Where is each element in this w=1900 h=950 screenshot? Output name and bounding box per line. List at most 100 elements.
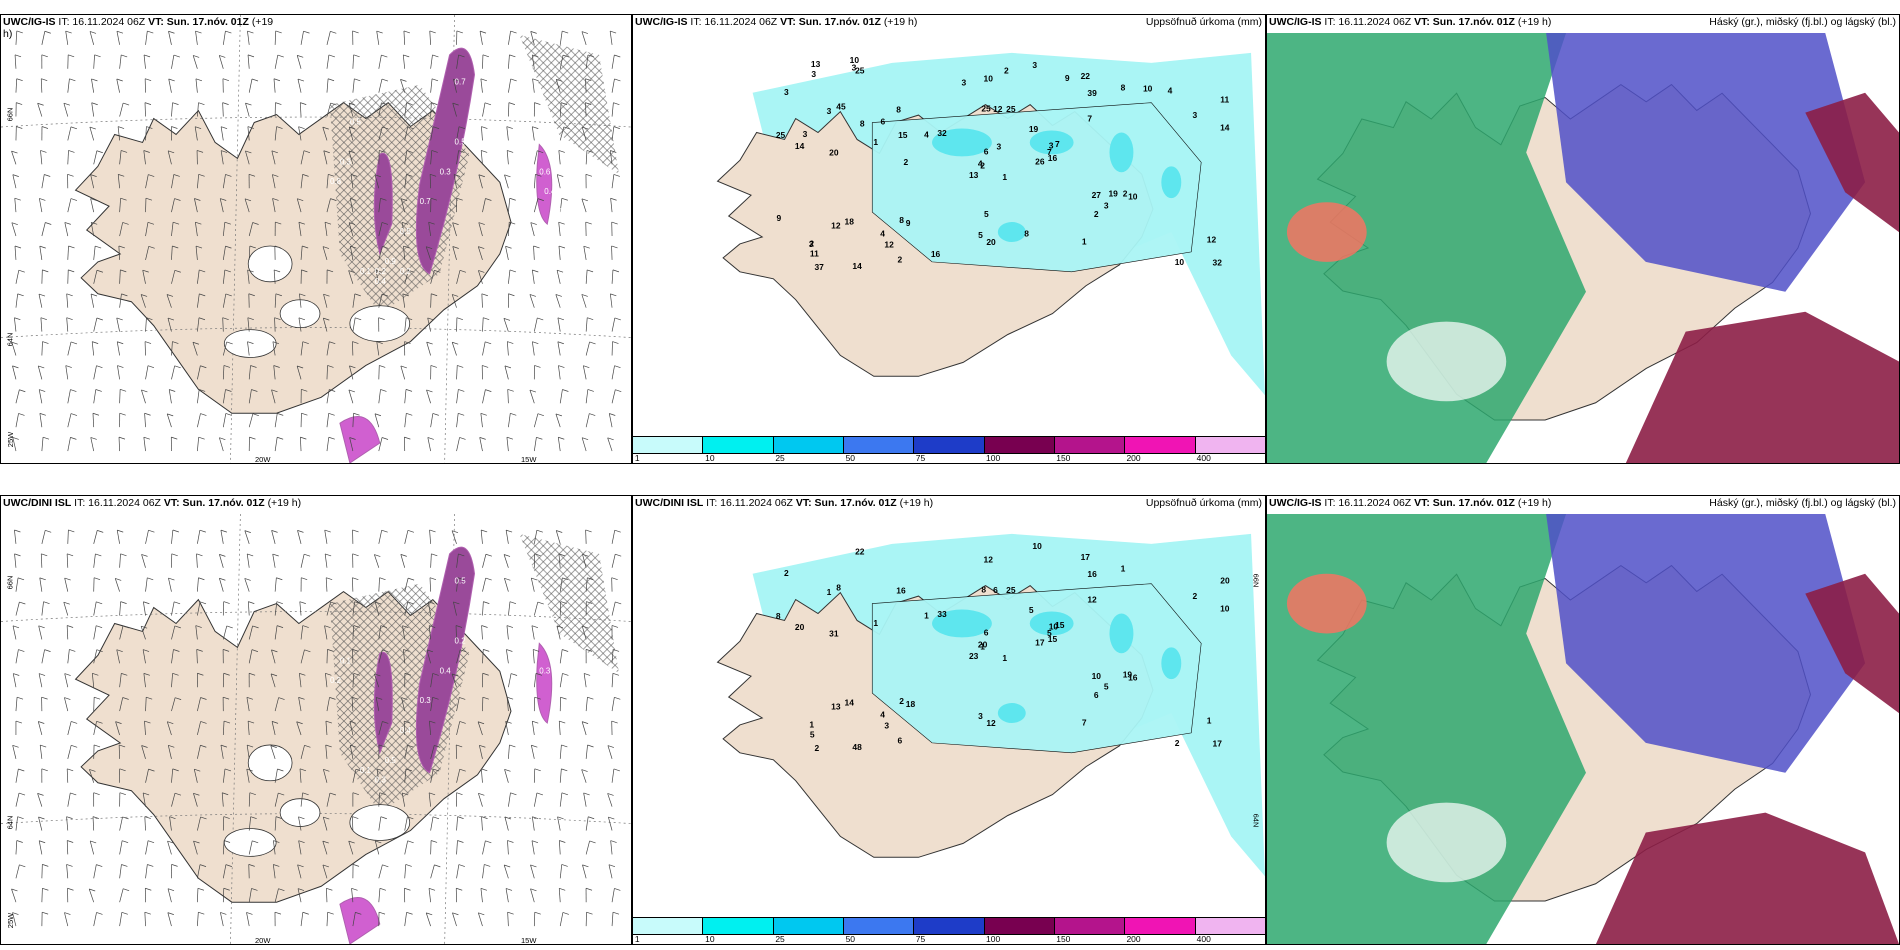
wind-barb: [15, 78, 18, 93]
precip-value: 6: [880, 117, 885, 127]
legend-tick: 200: [1126, 453, 1141, 463]
wind-barb: [530, 888, 535, 903]
wind-barb: [530, 577, 535, 592]
wind-barb: [508, 601, 511, 616]
wind-barb: [349, 365, 354, 380]
wind-barb: [63, 103, 69, 117]
wind-barb: [166, 721, 172, 736]
wind-barb: [171, 768, 174, 783]
wind-barb: [14, 317, 17, 332]
precip-value: 10: [1092, 671, 1102, 681]
wind-barb: [300, 554, 305, 568]
wind-barb: [248, 78, 253, 93]
wind-barb: [608, 864, 613, 879]
wind-barb: [404, 317, 407, 332]
wind-barb: [322, 864, 328, 879]
wind-barb: [66, 840, 69, 855]
precip-value: 7: [1047, 147, 1052, 157]
wind-barb: [65, 31, 69, 45]
wind-barb: [325, 721, 328, 735]
wind-barb: [611, 554, 616, 568]
wind-barb: [482, 198, 486, 213]
wind-barb: [582, 365, 587, 380]
wind-barb: [299, 768, 302, 783]
wind-barb: [352, 293, 356, 308]
wind-barb: [197, 601, 201, 616]
wind-barb: [93, 553, 96, 568]
precip-value: 14: [795, 141, 805, 151]
precip-value: 25: [1006, 585, 1016, 595]
wind-barb: [456, 816, 458, 831]
field-title: Háský (gr.), miðský (fj.bl.) og lágský (…: [1709, 16, 1896, 28]
icing-contour-label: 0.1: [340, 656, 352, 665]
wind-barb: [244, 530, 250, 544]
wind-barb: [64, 912, 69, 927]
icing-contour-label: 0.3: [420, 696, 432, 705]
wind-barb: [246, 912, 250, 927]
wind-barb: [300, 649, 305, 664]
precip-value: 1: [1082, 237, 1087, 247]
wind-barb: [246, 697, 250, 712]
wind-barb: [119, 840, 123, 855]
precip-value: 1: [1002, 653, 1007, 663]
wind-ice-map[interactable]: 0.5 0.1 0.2 0.4 0.3 0.4 0.5 0.3 0.1 0.1 0.2 0.3: [1, 514, 631, 944]
wind-barb: [404, 912, 407, 927]
wind-barb: [272, 341, 276, 356]
cloud-map[interactable]: [1267, 514, 1899, 944]
wind-barb: [222, 102, 224, 117]
wind-barb: [348, 841, 354, 855]
icing-contour-label: 0.1: [559, 207, 571, 216]
icing-band: [339, 416, 381, 463]
wind-barb: [404, 601, 409, 616]
cloud-map[interactable]: [1267, 33, 1899, 463]
wind-barb: [326, 174, 329, 189]
icing-contour-label: 0.5: [455, 137, 467, 146]
precip-value: 5: [984, 209, 989, 219]
wind-barb: [142, 270, 146, 284]
precip-map[interactable]: 1 1 1 1 10 18 17 25 16 17 22 17 31 20 23 12 48 8 5 14 33 5 3 6 1…: [633, 514, 1265, 916]
wind-barb: [585, 269, 588, 284]
wind-barb: [378, 294, 383, 308]
wind-barb: [271, 389, 276, 404]
wind-ice-map[interactable]: 0.7 0.9 0.5 0.3 0.7 0.5 0.9 0.4 0.1 0.3 0.8 0.6 0.4 0…: [1, 15, 631, 463]
wind-barb: [142, 792, 146, 807]
wind-barb: [167, 150, 172, 165]
precip-value: 5: [1029, 605, 1034, 615]
wind-barb: [14, 553, 17, 568]
wind-barb: [67, 413, 72, 428]
wind-barb: [272, 174, 276, 189]
wind-barb: [378, 102, 382, 117]
precip-value: 2: [899, 696, 904, 706]
icing-band: [373, 152, 393, 256]
wind-barb: [404, 745, 408, 759]
wind-barb: [274, 888, 279, 903]
precip-value: 9: [1065, 73, 1070, 83]
wind-barb: [171, 793, 176, 807]
field-title: Háský (gr.), miðský (fj.bl.) og lágský (…: [1709, 497, 1896, 509]
precip-map[interactable]: 1 3 2 2 3 9 22 25 39 26 25 32 20 11 13 7 14 25 19 18 32 11 12 1…: [633, 33, 1265, 435]
precip-value: 4: [880, 709, 885, 719]
wind-barb: [403, 245, 406, 260]
wind-barb: [66, 816, 69, 831]
wind-barb: [93, 530, 98, 544]
wind-barb: [348, 150, 354, 165]
wind-barb: [37, 721, 43, 736]
wind-barb: [479, 437, 483, 452]
wind-barb: [508, 792, 511, 807]
low-cloud-area: [1286, 202, 1367, 262]
wind-barb: [326, 413, 330, 428]
wind-barb: [93, 912, 97, 927]
precip-value: 23: [969, 651, 979, 661]
wind-barb: [404, 578, 409, 592]
wind-barb: [374, 673, 380, 688]
wind-barb: [326, 792, 331, 807]
wind-barb: [220, 745, 224, 759]
wind-barb: [66, 768, 69, 783]
wind-barb: [611, 365, 615, 380]
wind-barb: [508, 269, 511, 284]
wind-barb: [197, 293, 200, 308]
wind-barb: [145, 840, 149, 855]
wind-barb: [140, 626, 146, 640]
wind-barb: [40, 78, 43, 93]
wind-barb: [63, 602, 69, 616]
